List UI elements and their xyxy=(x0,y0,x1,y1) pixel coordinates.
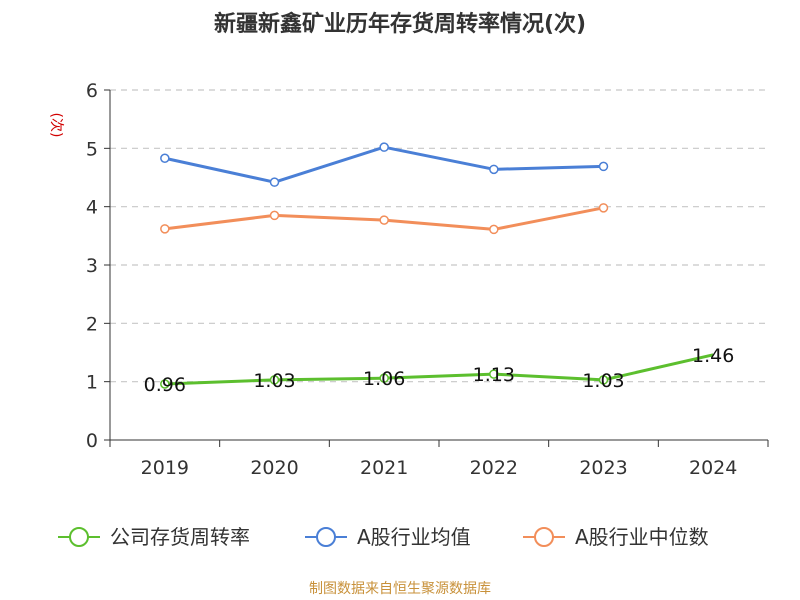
y-tick-label: 4 xyxy=(86,197,98,219)
data-source: 制图数据来自恒生聚源数据库 xyxy=(309,581,491,597)
data-label: 1.06 xyxy=(363,368,405,390)
data-point-avg xyxy=(489,164,499,175)
legend-marker-company xyxy=(69,527,89,547)
legend-marker-median xyxy=(534,527,554,547)
y-tick-labels: 0 1 2 3 4 5 6 xyxy=(86,80,98,452)
legend-label-company: 公司存货周转率 xyxy=(110,525,250,549)
legend: 公司存货周转率 A股行业均值 A股行业中位数 xyxy=(58,525,709,549)
axes xyxy=(104,89,769,447)
series-line-company xyxy=(164,353,714,386)
legend-label-median: A股行业中位数 xyxy=(575,525,709,549)
chart-title: 新疆新鑫矿业历年存货周转率情况(次) xyxy=(213,12,587,37)
data-point-avg xyxy=(379,142,389,152)
data-point-avg xyxy=(598,161,609,172)
x-tick-label: 2024 xyxy=(689,457,737,479)
grid-lines xyxy=(110,89,768,383)
data-point-company xyxy=(379,373,389,383)
data-point-median xyxy=(598,203,609,213)
data-point-company xyxy=(598,375,609,385)
y-tick-label: 2 xyxy=(86,313,98,335)
data-point-median xyxy=(269,210,280,221)
x-tick-label: 2022 xyxy=(470,457,518,479)
data-point-company xyxy=(160,379,170,389)
y-axis-label: (次) xyxy=(48,113,64,138)
y-tick-label: 1 xyxy=(86,372,98,394)
legend-marker-avg xyxy=(316,527,336,547)
series-line-avg xyxy=(164,145,604,184)
data-label: 0.96 xyxy=(144,374,186,396)
y-tick-label: 0 xyxy=(86,430,98,452)
x-tick-label: 2019 xyxy=(141,457,189,479)
series-lines xyxy=(160,142,714,389)
x-tick-label: 2020 xyxy=(250,457,298,479)
data-label: 1.46 xyxy=(692,345,734,367)
data-point-company xyxy=(489,369,499,379)
x-tick-label: 2021 xyxy=(360,457,408,479)
y-tick-label: 5 xyxy=(86,138,98,160)
data-point-median xyxy=(160,224,170,234)
data-label: 1.03 xyxy=(582,370,624,392)
data-label: 1.03 xyxy=(253,370,295,392)
data-point-median xyxy=(379,215,389,225)
data-labels: 0.96 1.03 1.06 1.13 1.03 1.46 xyxy=(144,345,735,396)
data-point-avg xyxy=(160,153,170,163)
data-point-avg xyxy=(269,177,280,187)
data-point-company xyxy=(269,375,280,385)
x-tick-label: 2023 xyxy=(579,457,627,479)
data-point-median xyxy=(489,224,499,235)
data-label: 1.13 xyxy=(473,364,515,386)
x-tick-labels: 2019 2020 2021 2022 2023 2024 xyxy=(141,457,738,479)
y-tick-label: 6 xyxy=(86,80,98,102)
legend-label-avg: A股行业均值 xyxy=(357,525,471,549)
y-tick-label: 3 xyxy=(86,255,98,277)
